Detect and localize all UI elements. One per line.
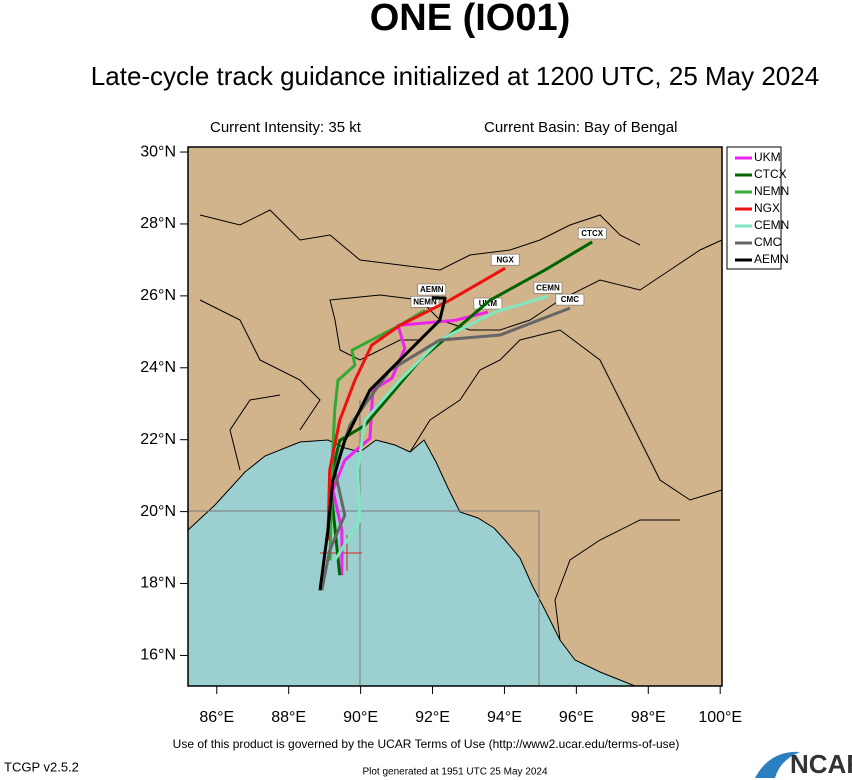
end-label: NGX — [496, 255, 514, 264]
x-tick-label: 86°E — [199, 709, 234, 726]
borders — [199, 209, 723, 641]
y-tick-label: 24°N — [140, 359, 176, 376]
chart-title: ONE (IO01) — [370, 0, 571, 39]
y-tick-label: 26°N — [140, 287, 176, 304]
y-tick-label: 16°N — [140, 647, 176, 664]
end-label: NEMN — [413, 297, 437, 306]
track-line — [320, 306, 571, 591]
end-label: CEMN — [536, 283, 560, 292]
y-tick-label: 22°N — [140, 431, 176, 448]
legend-label: CEMN — [754, 218, 789, 232]
legend-label: NEMN — [754, 184, 789, 198]
x-tick-label: 98°E — [631, 709, 666, 726]
legend-label: UKM — [754, 150, 781, 164]
intensity: Current Intensity: 35 kt — [210, 119, 362, 136]
terms: Use of this product is governed by the U… — [173, 737, 680, 751]
generated: Plot generated at 1951 UTC 25 May 2024 — [362, 767, 548, 778]
y-tick-label: 18°N — [140, 575, 176, 592]
end-label-box — [490, 253, 520, 266]
y-tick-label: 28°N — [140, 215, 176, 232]
legend-label: CMC — [754, 235, 782, 249]
end-label-box — [410, 295, 440, 308]
logo-mark — [755, 751, 800, 778]
x-tick-label: 100°E — [698, 709, 742, 726]
end-label-box — [577, 227, 607, 240]
legend-label: NGX — [754, 201, 780, 215]
end-label: AEMN — [420, 285, 444, 294]
legend-label: CTCX — [754, 167, 787, 181]
end-label-box — [533, 281, 563, 294]
track-line — [331, 310, 489, 576]
x-tick-label: 96°E — [559, 709, 594, 726]
logo: NCAR — [790, 749, 852, 779]
x-tick-label: 92°E — [415, 709, 450, 726]
map — [187, 147, 723, 687]
end-label-box — [417, 283, 447, 296]
plot-frame — [187, 146, 723, 687]
end-label: CMC — [561, 295, 579, 304]
x-tick-label: 88°E — [271, 709, 306, 726]
legend-label: AEMN — [754, 252, 789, 266]
track-line — [318, 296, 447, 591]
track-line — [326, 266, 506, 541]
end-label: CTCX — [581, 229, 603, 238]
track-line — [333, 294, 549, 562]
end-label-box — [555, 293, 585, 306]
x-tick-label: 94°E — [487, 709, 522, 726]
x-tick-label: 90°E — [343, 709, 378, 726]
basin: Current Basin: Bay of Bengal — [484, 119, 677, 136]
version: TCGP v2.5.2 — [4, 759, 79, 774]
y-tick-label: 30°N — [140, 143, 176, 160]
y-tick-label: 20°N — [140, 503, 176, 520]
sea — [187, 439, 636, 687]
chart-subtitle: Late-cycle track guidance initialized at… — [91, 61, 819, 91]
